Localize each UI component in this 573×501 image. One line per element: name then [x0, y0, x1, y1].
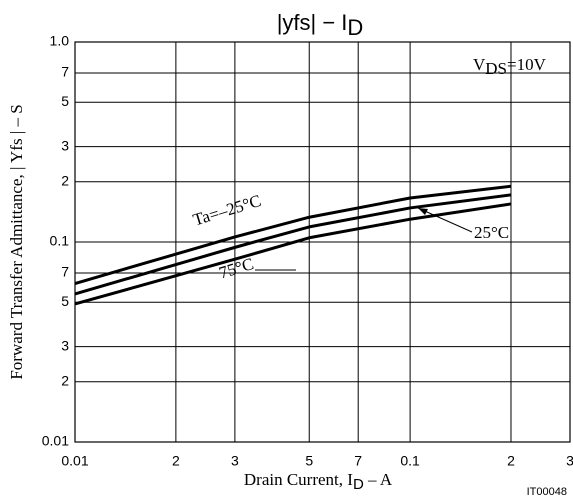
y-tick-label: 7 [61, 64, 69, 80]
x-tick-label: 5 [305, 453, 313, 469]
y-tick-label: 5 [61, 293, 69, 309]
y-tick-label: 1.0 [50, 33, 70, 49]
y-tick-label: 7 [61, 264, 69, 280]
x-axis-label: Drain Current, ID – A [244, 470, 393, 493]
series-label: Ta=–25°C [191, 191, 263, 230]
y-tick-label: 3 [61, 137, 69, 153]
y-tick-label: 2 [61, 372, 69, 388]
series-line [74, 193, 512, 296]
figure-code: IT00048 [527, 486, 567, 498]
x-tick-label: 3 [231, 453, 239, 469]
x-tick-label: 0.01 [61, 453, 88, 469]
y-tick-label: 0.1 [50, 233, 70, 249]
chart-title: |yfs| − ID [277, 10, 364, 40]
y-tick-label: 0.01 [42, 433, 69, 449]
x-tick-label: 3 [566, 453, 573, 469]
y-tick-label: 2 [61, 172, 69, 188]
annotation-arrowhead [418, 208, 428, 215]
x-tick-label: 0.1 [400, 453, 420, 469]
condition-label: VDS=10V [473, 55, 547, 78]
series-line [74, 184, 512, 285]
x-tick-label: 2 [507, 453, 515, 469]
x-tick-label: 7 [354, 453, 362, 469]
y-tick-label: 3 [61, 337, 69, 353]
y-tick-label: 5 [61, 93, 69, 109]
y-axis-label: Forward Transfer Admittance, | Yfs | – S [7, 104, 26, 379]
series-label: 25°C [474, 223, 509, 242]
annotation-leader [417, 207, 473, 233]
series-line [74, 202, 512, 306]
x-tick-label: 2 [172, 453, 180, 469]
series-label: 75°C [217, 254, 256, 282]
plot-frame [74, 41, 571, 443]
